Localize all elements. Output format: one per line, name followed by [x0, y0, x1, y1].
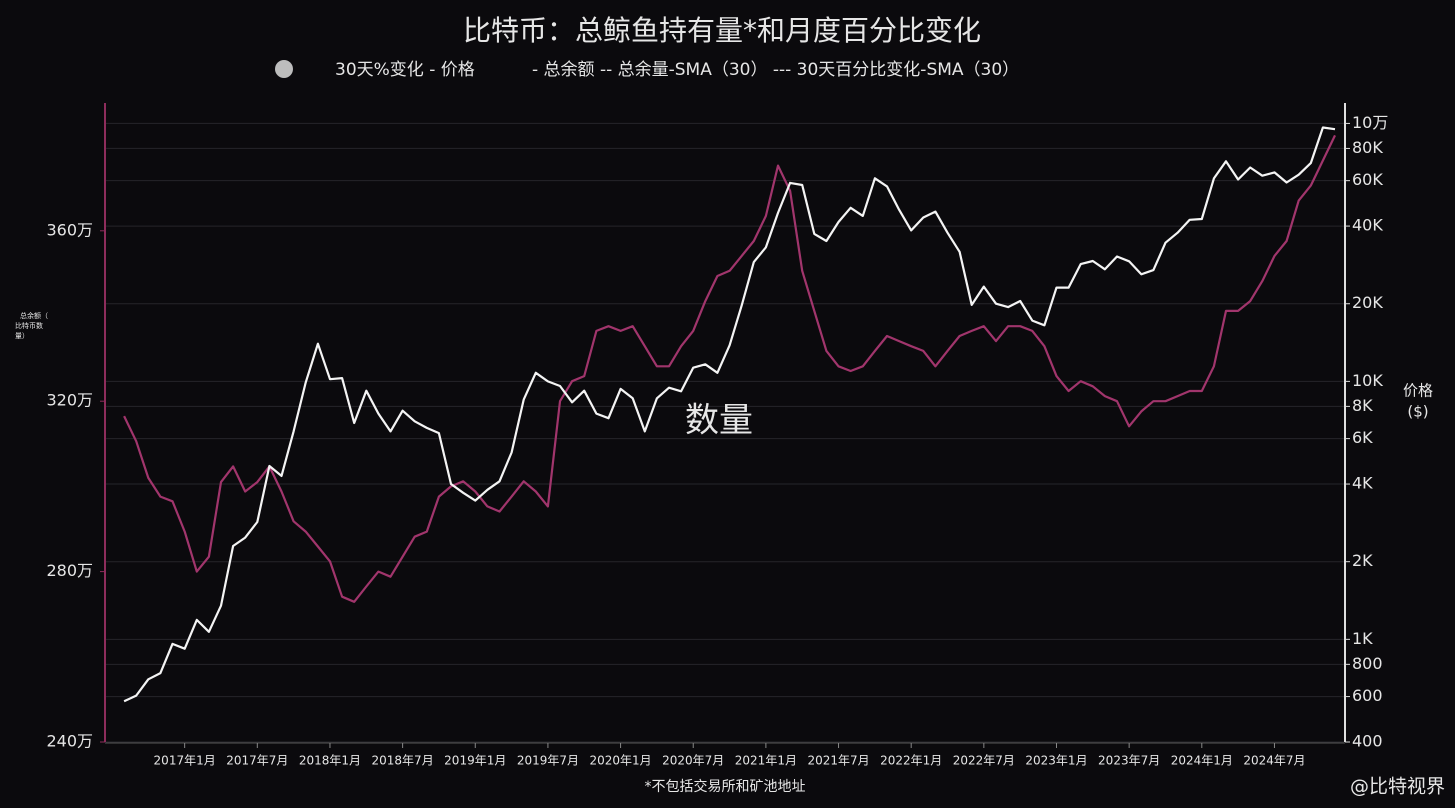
- x-tick-label: 2020年1月: [589, 754, 651, 768]
- x-tick-label: 2018年7月: [372, 754, 434, 768]
- legend-item: - 总余额 -- 总余量-SMA（30） --- 30天百分比变化-SMA（30…: [532, 60, 1019, 80]
- x-tick-label: 2021年7月: [807, 754, 869, 768]
- y2-tick-label: 20K: [1352, 293, 1383, 312]
- x-tick-label: 2021年1月: [735, 754, 797, 768]
- y-axis-label: 总余额（: [20, 311, 48, 320]
- y-axis-label: 量）: [15, 332, 29, 340]
- y2-tick-label: 600: [1352, 686, 1383, 705]
- y2-tick-label: 8K: [1352, 396, 1373, 415]
- x-tick-label: 2017年1月: [154, 754, 216, 768]
- y2-tick-label: 400: [1352, 732, 1383, 751]
- x-tick-label: 2023年1月: [1025, 754, 1087, 768]
- y2-axis-label: 价格: [1403, 382, 1433, 400]
- x-tick-label: 2022年1月: [880, 754, 942, 768]
- y-tick-label: 280万: [46, 561, 93, 580]
- y2-tick-label: 6K: [1352, 428, 1373, 447]
- x-tick-label: 2020年7月: [662, 754, 724, 768]
- y-tick-label: 360万: [46, 220, 93, 239]
- footnote: *不包括交易所和矿池地址: [645, 778, 806, 795]
- chart-title: 比特币：总鲸鱼持有量*和月度百分比变化: [463, 14, 981, 47]
- y2-tick-label: 1K: [1352, 629, 1373, 648]
- x-tick-label: 2019年1月: [444, 754, 506, 768]
- y2-tick-label: 40K: [1352, 216, 1383, 235]
- x-tick-label: 2024年7月: [1243, 754, 1305, 768]
- annotation: 数量: [685, 401, 753, 441]
- x-tick-label: 2017年7月: [226, 754, 288, 768]
- y2-tick-label: 60K: [1352, 170, 1383, 189]
- y2-tick-label: 800: [1352, 654, 1383, 673]
- y-tick-label: 240万: [46, 732, 93, 751]
- y2-tick-label: 10K: [1352, 371, 1383, 390]
- x-tick-label: 2024年1月: [1171, 754, 1233, 768]
- x-tick-label: 2019年7月: [517, 754, 579, 768]
- y2-tick-label: 2K: [1352, 551, 1373, 570]
- x-tick-label: 2023年7月: [1098, 754, 1160, 768]
- x-tick-label: 2018年1月: [299, 754, 361, 768]
- y2-tick-label: 4K: [1352, 474, 1373, 493]
- series-line: [123, 134, 1336, 603]
- y-axis-label: 比特币数: [15, 321, 43, 330]
- y-tick-label: 320万: [46, 391, 93, 410]
- x-tick-label: 2022年7月: [953, 754, 1015, 768]
- y2-tick-label: 80K: [1352, 138, 1383, 157]
- series-line: [123, 126, 1336, 703]
- legend-marker: [275, 60, 293, 78]
- y2-axis-label: ($): [1407, 403, 1428, 421]
- credit: @比特视界: [1350, 776, 1445, 798]
- y2-tick-label: 10万: [1352, 113, 1388, 132]
- legend-item: 30天%变化 - 价格: [335, 60, 475, 80]
